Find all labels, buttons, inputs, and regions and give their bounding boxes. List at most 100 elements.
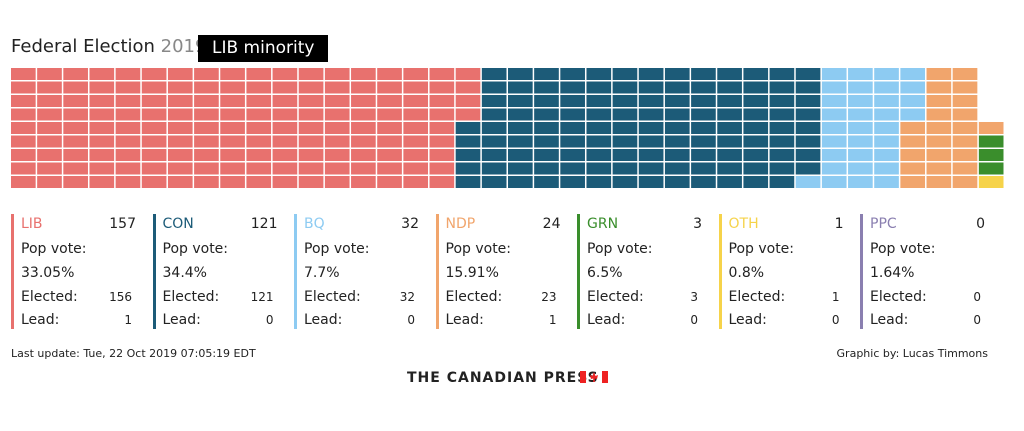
party-name: BQ bbox=[304, 216, 325, 232]
seat-cell-con bbox=[455, 135, 481, 148]
pop-vote-value: 33.05% bbox=[21, 265, 75, 281]
seat-cell-lib bbox=[324, 108, 350, 121]
seat-cell-lib bbox=[324, 162, 350, 175]
seat-cell-con bbox=[560, 149, 585, 161]
seat-cell-con bbox=[795, 95, 821, 107]
seat-cell-con bbox=[664, 81, 690, 94]
seat-cell-con bbox=[481, 149, 507, 161]
seat-cell-lib bbox=[429, 122, 455, 134]
seat-cell-ndp bbox=[900, 176, 926, 188]
seat-cell-con bbox=[743, 122, 769, 134]
seat-cell-con bbox=[481, 122, 507, 134]
seat-cell-bq bbox=[874, 122, 899, 134]
seat-cell-lib bbox=[298, 81, 324, 94]
seat-cell-con bbox=[691, 149, 716, 161]
seat-cell-bq bbox=[795, 176, 821, 188]
seat-cell-bq bbox=[821, 95, 847, 107]
seat-cell-ndp bbox=[952, 108, 978, 121]
pop-vote-value: 1.64% bbox=[870, 265, 915, 281]
seat-cell-lib bbox=[351, 108, 376, 121]
seat-cell-lib bbox=[194, 135, 219, 148]
seat-cell-con bbox=[691, 122, 716, 134]
graphic-credit: Graphic by: Lucas Timmons bbox=[836, 347, 988, 360]
seat-cell-con bbox=[769, 149, 795, 161]
seat-cell-lib bbox=[37, 122, 62, 134]
seat-cell-lib bbox=[115, 68, 141, 80]
seat-cell-bq bbox=[821, 81, 847, 94]
seat-cell-con bbox=[769, 108, 795, 121]
party-seats: 157 bbox=[109, 216, 136, 232]
seat-cell-lib bbox=[351, 176, 376, 188]
party-card-con: CON 121 Pop vote: 34.4% Elected: 121 Lead: 0 bbox=[152, 214, 284, 329]
seat-cell-con bbox=[638, 162, 664, 175]
seat-cell-bq bbox=[874, 95, 899, 107]
seat-cell-lib bbox=[455, 81, 481, 94]
seat-cell-bq bbox=[821, 135, 847, 148]
seat-cell-lib bbox=[324, 95, 350, 107]
seat-cell-con bbox=[638, 135, 664, 148]
title-year: 2019 bbox=[160, 36, 207, 57]
seat-cell-lib bbox=[11, 135, 36, 148]
seat-cell-lib bbox=[377, 81, 402, 94]
seat-cell-lib bbox=[11, 81, 36, 94]
seat-cell-lib bbox=[403, 68, 429, 80]
seat-cell-lib bbox=[167, 95, 193, 107]
seat-cell-lib bbox=[194, 81, 219, 94]
seat-cell-lib bbox=[377, 108, 402, 121]
seat-cell-lib bbox=[324, 176, 350, 188]
seat-cell-con bbox=[534, 135, 559, 148]
seat-cell-lib bbox=[272, 176, 298, 188]
seat-cell-con bbox=[534, 176, 559, 188]
seat-cell-con bbox=[586, 81, 612, 94]
seat-cell-bq bbox=[874, 149, 899, 161]
seat-cell-lib bbox=[220, 95, 245, 107]
elected-label: Elected: bbox=[728, 289, 786, 305]
seat-cell-con bbox=[638, 81, 664, 94]
seat-cell-lib bbox=[37, 176, 62, 188]
seat-cell-lib bbox=[246, 162, 272, 175]
seat-cell-con bbox=[664, 122, 690, 134]
seat-cell-con bbox=[586, 149, 612, 161]
seat-cell-con bbox=[795, 108, 821, 121]
seat-cell-lib bbox=[37, 149, 62, 161]
canadian-press-logo: THE CANADIAN PRESS bbox=[407, 370, 599, 386]
seat-cell-bq bbox=[874, 68, 899, 80]
seat-cell-con bbox=[481, 135, 507, 148]
seat-cell-lib bbox=[272, 122, 298, 134]
seat-cell-lib bbox=[298, 162, 324, 175]
seat-cell-con bbox=[612, 81, 638, 94]
seat-cell-con bbox=[534, 108, 559, 121]
elected-value: 0 bbox=[973, 290, 981, 304]
seat-cell-lib bbox=[37, 81, 62, 94]
seat-cell-ndp bbox=[952, 68, 978, 80]
lead-label: Lead: bbox=[728, 312, 767, 328]
seat-cell-lib bbox=[324, 68, 350, 80]
seat-cell-lib bbox=[455, 95, 481, 107]
seat-cell-con bbox=[664, 162, 690, 175]
seat-cell-con bbox=[612, 95, 638, 107]
seat-cell-lib bbox=[37, 68, 62, 80]
seat-cell-lib bbox=[220, 68, 245, 80]
seat-cell-con bbox=[638, 176, 664, 188]
seat-cell-con bbox=[769, 122, 795, 134]
seat-cell-lib bbox=[246, 176, 272, 188]
seat-cell-lib bbox=[220, 176, 245, 188]
seat-cell-lib bbox=[377, 68, 402, 80]
seat-cell-bq bbox=[874, 81, 899, 94]
seat-cell-lib bbox=[89, 135, 115, 148]
seat-cell-con bbox=[769, 95, 795, 107]
seat-cell-lib bbox=[272, 81, 298, 94]
seat-cell-con bbox=[743, 108, 769, 121]
result-badge: LIB minority bbox=[198, 35, 329, 62]
seat-cell-con bbox=[717, 122, 742, 134]
seat-cell-lib bbox=[89, 81, 115, 94]
seat-cell-con bbox=[508, 108, 533, 121]
seat-cell-con bbox=[455, 162, 481, 175]
seat-cell-lib bbox=[298, 122, 324, 134]
seat-cell-con bbox=[691, 108, 716, 121]
seat-cell-lib bbox=[37, 95, 62, 107]
seat-cell-lib bbox=[246, 95, 272, 107]
seat-cell-lib bbox=[115, 122, 141, 134]
pop-vote-label: Pop vote: bbox=[21, 241, 87, 257]
seat-cell-lib bbox=[351, 81, 376, 94]
